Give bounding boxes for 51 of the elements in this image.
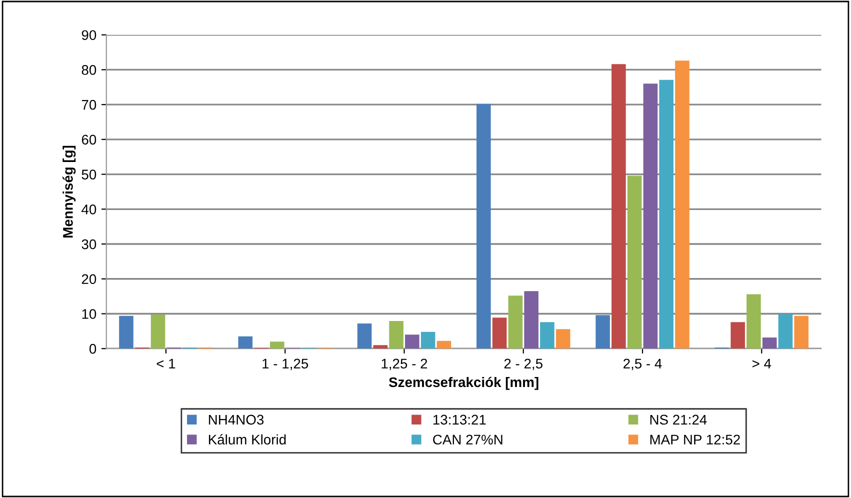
x-tick-label: 1,25 - 2 <box>382 358 428 370</box>
bar <box>508 296 523 349</box>
bar <box>659 80 674 349</box>
x-tick-label: 2 - 2,5 <box>504 358 542 370</box>
y-tick-label: 10 <box>82 309 96 319</box>
bar <box>436 340 452 349</box>
legend-label: NH4NO3 <box>208 414 264 425</box>
bar <box>596 315 610 349</box>
x-tick-label: > 4 <box>752 358 772 368</box>
bar <box>643 84 658 349</box>
legend-label: MAP NP 12:52 <box>650 434 740 445</box>
y-tick-label: 20 <box>82 274 96 284</box>
y-tick-label: 70 <box>82 100 96 110</box>
bar <box>556 329 570 349</box>
bar <box>540 322 554 349</box>
bar <box>476 104 491 349</box>
x-axis-title: Szemcsefrakciók [mm] <box>388 376 538 390</box>
bar <box>730 322 745 349</box>
bar <box>492 318 507 349</box>
bar <box>420 332 436 349</box>
x-tick-label: 2,5 - 4 <box>624 358 662 370</box>
bar <box>119 316 134 349</box>
bar <box>357 324 372 349</box>
y-tick-label: 80 <box>82 65 96 75</box>
x-tick-label: 1 - 1,25 <box>262 358 308 370</box>
y-tick-label: 60 <box>82 134 96 145</box>
bar <box>762 337 777 349</box>
y-tick-label: 40 <box>82 204 96 214</box>
bar <box>524 291 538 349</box>
y-axis-title: Mennyiség [g] <box>62 146 76 238</box>
bar <box>778 314 793 349</box>
legend-label: 13:13:21 <box>433 414 486 425</box>
legend-label: CAN 27%N <box>433 434 502 445</box>
x-tick-label: < 1 <box>156 358 176 368</box>
y-tick-label: 30 <box>82 239 96 250</box>
bar <box>373 345 388 349</box>
bar <box>675 60 690 349</box>
y-tick-label: 50 <box>82 170 96 180</box>
y-tick-label: 90 <box>82 30 96 40</box>
legend-label: NS 21:24 <box>650 414 707 425</box>
bar <box>627 176 642 349</box>
y-tick-label: 0 <box>89 344 96 354</box>
bar <box>794 316 809 349</box>
legend-label: Kálum Klorid <box>208 434 286 445</box>
bar <box>746 294 761 349</box>
bar <box>150 314 166 349</box>
bar <box>270 342 284 349</box>
bar <box>405 334 420 349</box>
bar <box>389 321 404 349</box>
bar <box>612 64 626 349</box>
bar <box>238 336 253 349</box>
